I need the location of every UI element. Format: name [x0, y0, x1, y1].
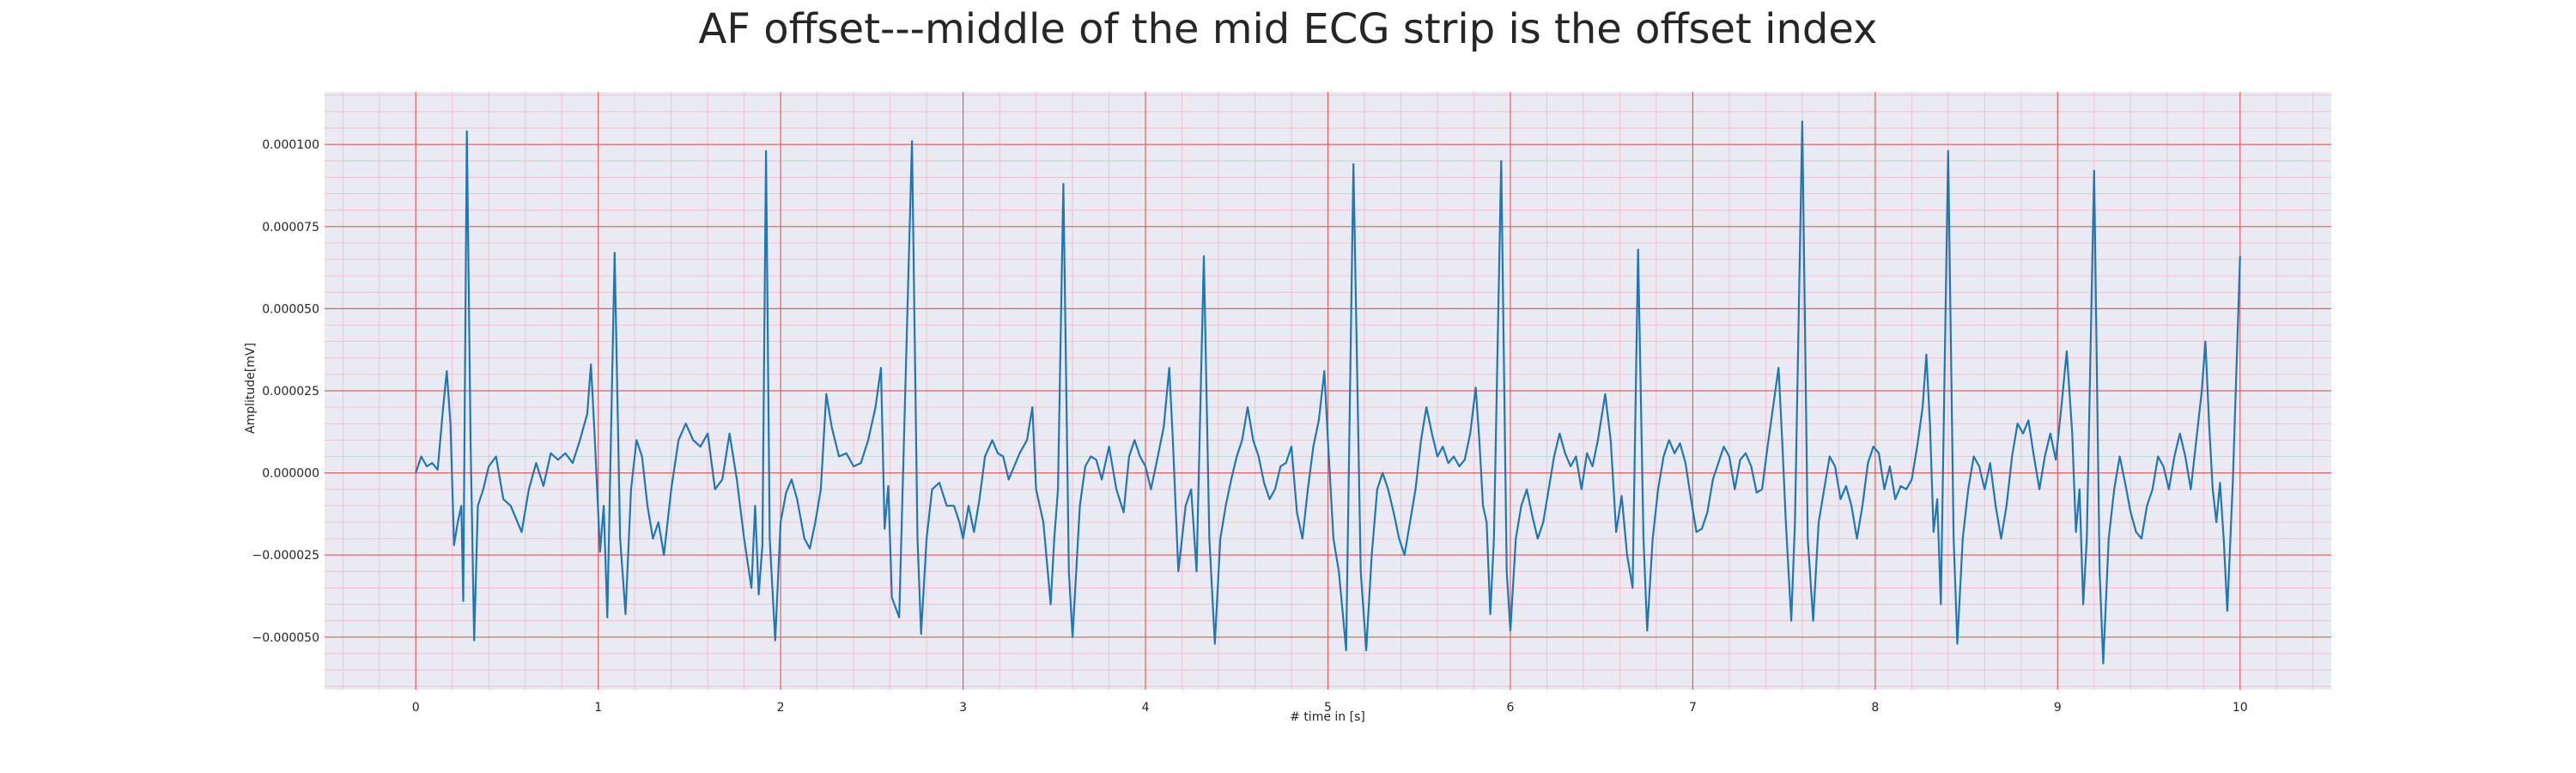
chart-title: AF offset---middle of the mid ECG strip …: [698, 5, 1878, 53]
x-tick-label: 3: [959, 701, 967, 715]
x-tick-label: 7: [1689, 701, 1697, 715]
major-grid: [325, 92, 2331, 690]
y-tick-label: 0.000075: [262, 221, 319, 234]
y-axis-ticks: −0.000050 −0.000025 0.000000 0.000025 0.0000…: [252, 138, 319, 645]
y-tick-label: 0.000000: [262, 467, 319, 481]
x-axis-ticks: 0 1 2 3 4 5 6 7 8 9 10: [412, 701, 2248, 715]
y-axis-label: Amplitude[mV]: [244, 343, 258, 434]
ecg-signal-line: [415, 120, 2241, 665]
x-tick-label: 2: [777, 701, 785, 715]
y-tick-label: 0.000100: [262, 138, 319, 152]
x-tick-label: 5: [1324, 701, 1332, 715]
y-tick-label: −0.000050: [252, 631, 319, 645]
x-tick-label: 1: [594, 701, 602, 715]
ecg-series: [415, 120, 2241, 665]
y-tick-label: 0.000050: [262, 302, 319, 316]
x-tick-label: 6: [1506, 701, 1514, 715]
x-tick-label: 9: [2054, 701, 2062, 715]
x-axis-label: # time in [s]: [1290, 710, 1365, 724]
x-tick-label: 8: [1871, 701, 1879, 715]
y-tick-label: −0.000025: [252, 549, 319, 563]
y-tick-label: 0.000025: [262, 385, 319, 399]
x-tick-label: 0: [412, 701, 420, 715]
x-tick-label: 10: [2233, 701, 2248, 715]
x-tick-label: 4: [1142, 701, 1150, 715]
